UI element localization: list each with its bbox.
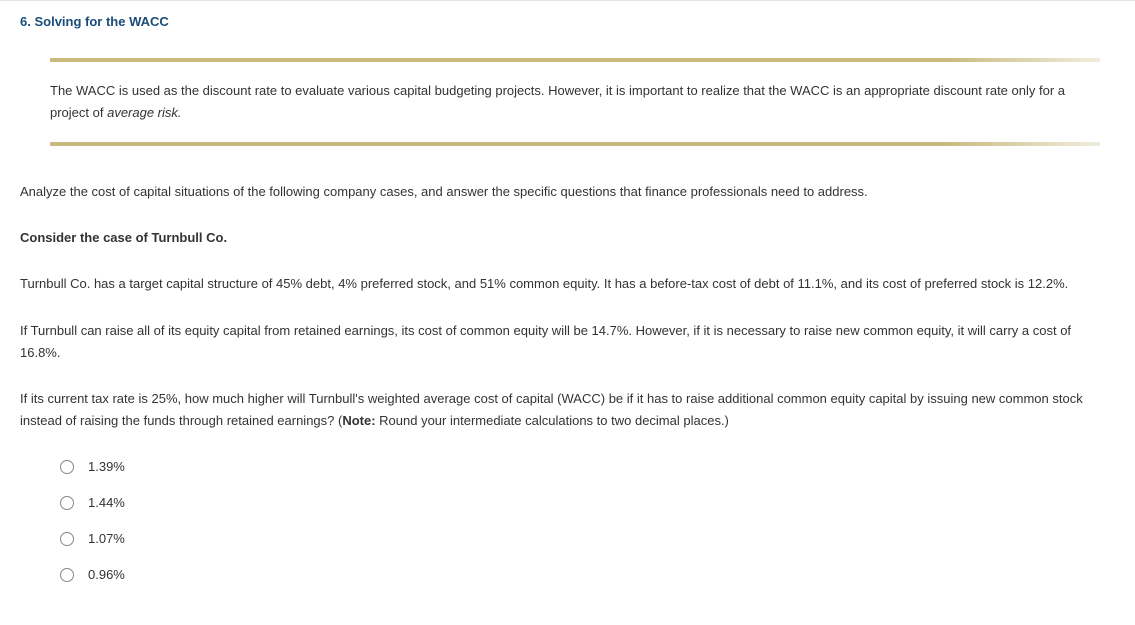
radio-icon[interactable] xyxy=(60,460,74,474)
option-label: 1.39% xyxy=(88,456,125,478)
question-page: 6. Solving for the WACC The WACC is used… xyxy=(0,0,1135,610)
option-row[interactable]: 1.39% xyxy=(60,456,1115,478)
option-label: 1.44% xyxy=(88,492,125,514)
section-heading: 6. Solving for the WACC xyxy=(20,11,1115,33)
callout-italic: average risk. xyxy=(107,105,181,120)
callout-box: The WACC is used as the discount rate to… xyxy=(50,58,1100,146)
radio-icon[interactable] xyxy=(60,532,74,546)
note-label: Note: xyxy=(342,413,375,428)
question-text-after-note: Round your intermediate calculations to … xyxy=(376,413,729,428)
option-label: 1.07% xyxy=(88,528,125,550)
paragraph-3: Turnbull Co. has a target capital struct… xyxy=(20,273,1110,295)
section-title-text: Solving for the WACC xyxy=(34,14,168,29)
callout-text: The WACC is used as the discount rate to… xyxy=(50,62,1100,142)
options-group: 1.39% 1.44% 1.07% 0.96% xyxy=(60,456,1115,586)
callout-body: The WACC is used as the discount rate to… xyxy=(50,83,1065,120)
radio-icon[interactable] xyxy=(60,568,74,582)
option-row[interactable]: 0.96% xyxy=(60,564,1115,586)
option-row[interactable]: 1.44% xyxy=(60,492,1115,514)
section-number: 6. xyxy=(20,14,31,29)
callout-bottom-bar xyxy=(50,142,1100,146)
paragraph-intro: Analyze the cost of capital situations o… xyxy=(20,181,1110,203)
radio-icon[interactable] xyxy=(60,496,74,510)
option-label: 0.96% xyxy=(88,564,125,586)
paragraph-question: If its current tax rate is 25%, how much… xyxy=(20,388,1110,432)
paragraph-case-heading: Consider the case of Turnbull Co. xyxy=(20,227,1110,249)
option-row[interactable]: 1.07% xyxy=(60,528,1115,550)
paragraph-4: If Turnbull can raise all of its equity … xyxy=(20,320,1110,364)
